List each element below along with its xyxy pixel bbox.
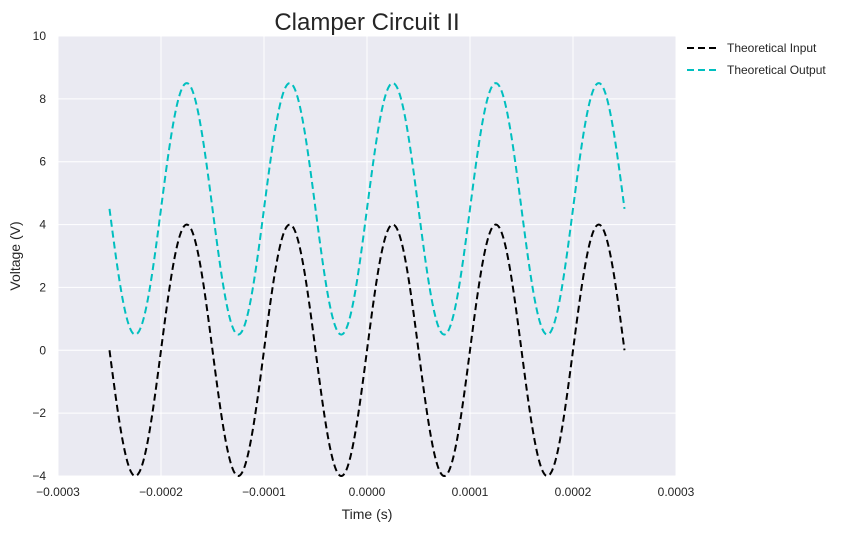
tick-labels: −0.0003 −0.0002 −0.0001 0.0000 0.0001 0.0002 0…: [32, 29, 694, 499]
series-line-theoretical-input: [108, 223, 626, 478]
x-axis-label: Time (s): [342, 506, 393, 522]
legend-label: Theoretical Output: [727, 63, 826, 77]
y-axis-label: Voltage (V): [7, 221, 23, 290]
y-tick-label: 0: [39, 343, 46, 357]
y-tick-label: 2: [39, 280, 46, 294]
x-tick-label: −0.0001: [242, 485, 286, 499]
legend: Theoretical Input Theoretical Output: [687, 41, 826, 77]
y-tick-label: 6: [39, 155, 46, 169]
x-tick-label: 0.0003: [658, 485, 695, 499]
x-tick-label: −0.0003: [36, 485, 80, 499]
y-tick-label: 10: [33, 29, 47, 43]
x-tick-label: −0.0002: [139, 485, 183, 499]
y-tick-label: −2: [32, 406, 46, 420]
x-tick-label: 0.0002: [555, 485, 592, 499]
y-tick-label: 8: [39, 92, 46, 106]
chart-title: Clamper Circuit II: [274, 9, 459, 36]
x-tick-label: 0.0001: [452, 485, 489, 499]
legend-label: Theoretical Input: [727, 41, 817, 55]
series-group: [108, 82, 626, 478]
series-line-theoretical-output: [108, 82, 626, 336]
x-tick-label: 0.0000: [349, 485, 386, 499]
y-tick-label: 4: [39, 218, 46, 232]
y-tick-label: −4: [32, 469, 46, 483]
